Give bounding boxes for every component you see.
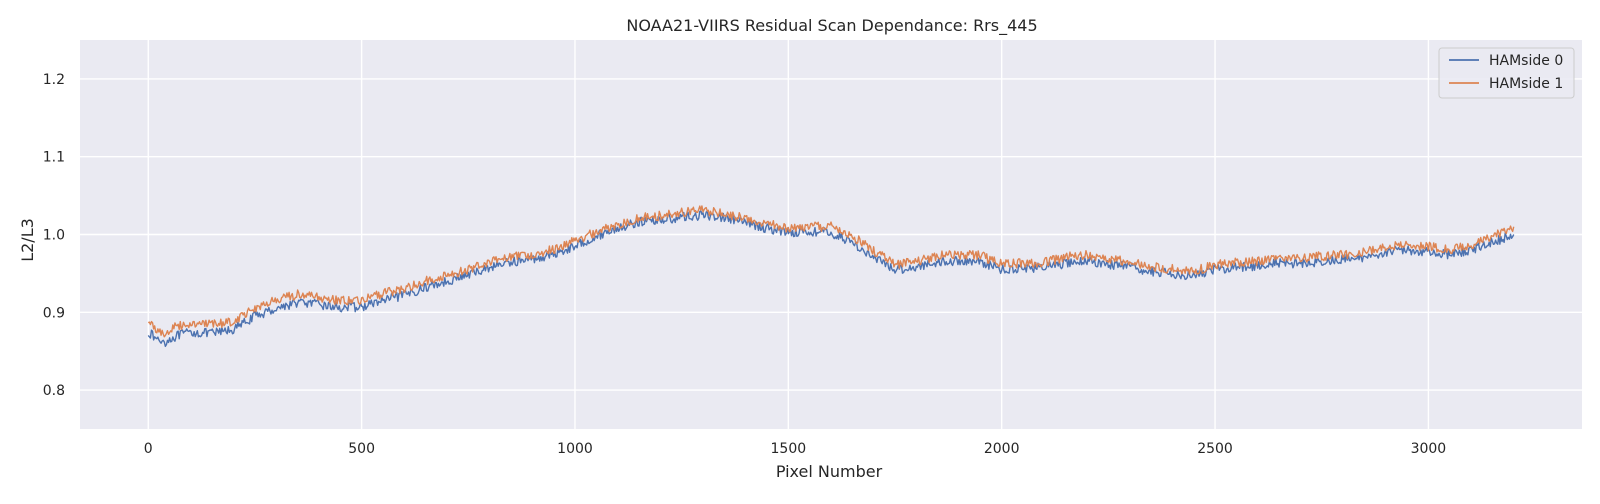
y-tick-label: 0.8 (43, 383, 65, 399)
y-tick-label: 1.0 (43, 228, 65, 244)
grid (80, 40, 1582, 429)
x-tick-label: 3000 (1411, 441, 1447, 457)
x-tick-label: 1000 (557, 441, 593, 457)
x-tick-label: 2000 (984, 441, 1020, 457)
x-tick-label: 500 (348, 441, 375, 457)
x-axis-label: Pixel Number (776, 462, 883, 481)
legend-label: HAMside 0 (1489, 53, 1563, 69)
y-tick-label: 0.9 (43, 305, 65, 321)
x-tick-label: 0 (144, 441, 153, 457)
y-tick-labels: 0.8 0.9 1.0 1.1 1.2 (43, 72, 65, 399)
series-line-0 (147, 209, 1515, 348)
series-line-1 (147, 205, 1515, 338)
series-layer (147, 205, 1515, 348)
x-tick-label: 1500 (771, 441, 807, 457)
y-axis-label: L2/L3 (18, 218, 37, 262)
x-tick-label: 2500 (1197, 441, 1233, 457)
legend: HAMside 0 HAMside 1 (1438, 47, 1575, 99)
chart-title: NOAA21-VIIRS Residual Scan Dependance: R… (626, 16, 1037, 36)
y-tick-label: 1.1 (43, 150, 65, 166)
legend-label: HAMside 1 (1489, 76, 1563, 92)
x-tick-labels: 0 500 1000 1500 2000 2500 3000 (144, 441, 1446, 457)
y-tick-label: 1.2 (43, 72, 65, 88)
